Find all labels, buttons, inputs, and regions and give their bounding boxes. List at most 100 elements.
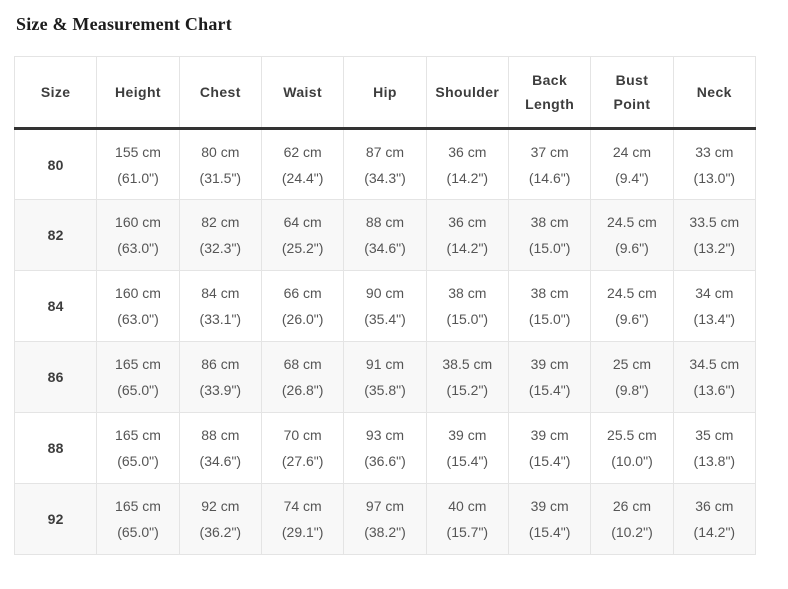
value-cm: 33.5 cm	[689, 214, 740, 230]
value-inches: (38.2")	[364, 524, 406, 540]
measurement-cell: 39 cm (15.4")	[507, 341, 592, 413]
value-inches: (61.0")	[117, 169, 159, 186]
value-cm: 34 cm	[695, 285, 734, 301]
value-inches: (65.0")	[117, 382, 159, 398]
value-cm: 160 cm	[115, 285, 161, 301]
measurement-cell: 36 cm (14.2")	[425, 128, 509, 200]
value-inches: (35.8")	[364, 382, 406, 398]
measurement-cell: 38 cm (15.0")	[507, 199, 592, 271]
value-inches: (9.6")	[615, 240, 649, 256]
measurement-cell: 165 cm (65.0")	[96, 341, 180, 413]
value-inches: (15.4")	[528, 524, 571, 540]
value-inches: (15.0")	[528, 311, 571, 327]
measurement-cell: 25 cm (9.8")	[590, 341, 674, 413]
table-row: 86 165 cm (65.0") 86 cm (33.9") 68 cm (2…	[13, 341, 757, 413]
value-cm: 88 cm	[201, 427, 240, 443]
measurement-cell: 74 cm (29.1")	[260, 483, 345, 555]
value-cm: 36 cm	[448, 143, 487, 160]
value-inches: (34.6")	[364, 240, 406, 256]
measurement-cell: 92 cm (36.2")	[178, 483, 262, 555]
measurement-cell: 33.5 cm (13.2")	[672, 199, 757, 271]
measurement-cell: 97 cm (38.2")	[343, 483, 427, 555]
measurement-cell: 40 cm (15.7")	[425, 483, 509, 555]
value-inches: (13.4")	[693, 311, 736, 327]
measurement-cell: 39 cm (15.4")	[425, 412, 509, 484]
value-cm: 36 cm	[695, 498, 734, 514]
value-inches: (36.2")	[199, 524, 242, 540]
value-cm: 33 cm	[695, 143, 734, 160]
column-header-chest: Chest	[178, 56, 262, 130]
measurement-cell: 68 cm (26.8")	[260, 341, 345, 413]
measurement-cell: 86 cm (33.9")	[178, 341, 262, 413]
value-cm: 36 cm	[448, 214, 487, 230]
table-row: 88 165 cm (65.0") 88 cm (34.6") 70 cm (2…	[13, 412, 757, 484]
value-cm: 24.5 cm	[607, 285, 657, 301]
value-inches: (15.4")	[528, 382, 571, 398]
measurement-cell: 90 cm (35.4")	[343, 270, 427, 342]
value-inches: (15.7")	[446, 524, 489, 540]
value-cm: 97 cm	[365, 498, 405, 514]
value-inches: (65.0")	[117, 524, 159, 540]
measurement-cell: 38.5 cm (15.2")	[425, 341, 509, 413]
measurement-cell: 34.5 cm (13.6")	[672, 341, 757, 413]
value-inches: (15.4")	[528, 453, 571, 469]
column-header-size: Size	[13, 56, 98, 130]
value-inches: (10.0")	[611, 453, 653, 469]
measurement-cell: 160 cm (63.0")	[96, 270, 180, 342]
value-cm: 38 cm	[448, 285, 487, 301]
value-cm: 160 cm	[115, 214, 161, 230]
measurement-cell: 62 cm (24.4")	[260, 128, 345, 200]
header-row: Size Height Chest Waist Hip Shoulder Bac…	[13, 56, 757, 130]
value-cm: 87 cm	[365, 143, 405, 160]
value-inches: (14.2")	[446, 169, 489, 186]
value-cm: 80 cm	[201, 143, 240, 160]
table-row: 92 165 cm (65.0") 92 cm (36.2") 74 cm (2…	[13, 483, 757, 555]
value-inches: (15.4")	[446, 453, 489, 469]
size-cell: 84	[13, 270, 98, 342]
column-header-neck: Neck	[672, 56, 757, 130]
size-cell: 86	[13, 341, 98, 413]
value-inches: (29.1")	[281, 524, 324, 540]
value-inches: (13.2")	[693, 240, 736, 256]
value-cm: 92 cm	[201, 498, 240, 514]
value-cm: 39 cm	[448, 427, 487, 443]
value-cm: 66 cm	[283, 285, 322, 301]
measurement-cell: 38 cm (15.0")	[507, 270, 592, 342]
measurement-cell: 39 cm (15.4")	[507, 412, 592, 484]
value-inches: (65.0")	[117, 453, 159, 469]
measurement-cell: 38 cm (15.0")	[425, 270, 509, 342]
value-cm: 34.5 cm	[689, 356, 740, 372]
measurement-cell: 160 cm (63.0")	[96, 199, 180, 271]
value-cm: 84 cm	[201, 285, 240, 301]
measurement-cell: 26 cm (10.2")	[590, 483, 674, 555]
measurement-cell: 165 cm (65.0")	[96, 412, 180, 484]
value-cm: 62 cm	[283, 143, 322, 160]
measurement-cell: 24.5 cm (9.6")	[590, 270, 674, 342]
measurement-cell: 39 cm (15.4")	[507, 483, 592, 555]
measurement-cell: 24.5 cm (9.6")	[590, 199, 674, 271]
value-cm: 35 cm	[695, 427, 734, 443]
size-chart-table: Size Height Chest Waist Hip Shoulder Bac…	[13, 56, 757, 555]
value-cm: 155 cm	[115, 143, 161, 160]
value-inches: (9.4")	[615, 169, 649, 186]
value-cm: 93 cm	[365, 427, 405, 443]
value-inches: (13.8")	[693, 453, 736, 469]
measurement-cell: 64 cm (25.2")	[260, 199, 345, 271]
value-cm: 91 cm	[365, 356, 405, 372]
value-inches: (13.0")	[693, 169, 736, 186]
value-inches: (32.3")	[199, 240, 242, 256]
measurement-cell: 93 cm (36.6")	[343, 412, 427, 484]
value-cm: 70 cm	[283, 427, 322, 443]
value-inches: (14.2")	[693, 524, 736, 540]
value-cm: 88 cm	[365, 214, 405, 230]
measurement-cell: 82 cm (32.3")	[178, 199, 262, 271]
size-cell: 92	[13, 483, 98, 555]
measurement-cell: 87 cm (34.3")	[343, 128, 427, 200]
table-row: 82 160 cm (63.0") 82 cm (32.3") 64 cm (2…	[13, 199, 757, 271]
column-header-shoulder: Shoulder	[425, 56, 509, 130]
measurement-cell: 35 cm (13.8")	[672, 412, 757, 484]
measurement-cell: 88 cm (34.6")	[178, 412, 262, 484]
value-cm: 82 cm	[201, 214, 240, 230]
value-inches: (15.2")	[446, 382, 489, 398]
measurement-cell: 25.5 cm (10.0")	[590, 412, 674, 484]
